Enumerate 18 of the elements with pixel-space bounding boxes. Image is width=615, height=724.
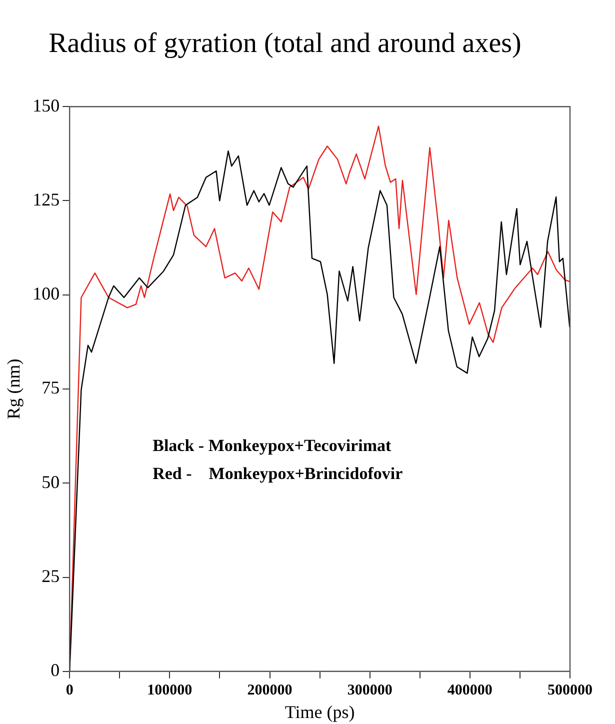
- x-tick-label: 500000: [548, 682, 592, 698]
- y-tick-label: 50: [42, 472, 60, 492]
- y-tick-label: 150: [32, 95, 60, 116]
- x-tick-label: 0: [66, 682, 74, 698]
- annotation: Red - Monkeypox+Brincidofovir: [152, 464, 404, 483]
- x-tick-label: 100000: [147, 682, 192, 698]
- y-tick-label: 25: [42, 566, 60, 586]
- y-tick-label: 75: [42, 378, 60, 398]
- annotation: Black - Monkeypox+Tecovirimat: [152, 436, 392, 455]
- y-tick-label: 0: [50, 660, 60, 680]
- y-tick-label: 100: [32, 284, 60, 304]
- x-tick-label: 400000: [447, 682, 492, 698]
- chart-title: Radius of gyration (total and around axes): [48, 28, 522, 60]
- x-tick-label: 300000: [347, 682, 392, 698]
- y-tick-label: 125: [32, 189, 60, 210]
- x-axis-title: Time (ps): [284, 702, 355, 722]
- x-tick-label: 200000: [247, 682, 292, 698]
- y-axis-title: Rg (nm): [4, 358, 24, 420]
